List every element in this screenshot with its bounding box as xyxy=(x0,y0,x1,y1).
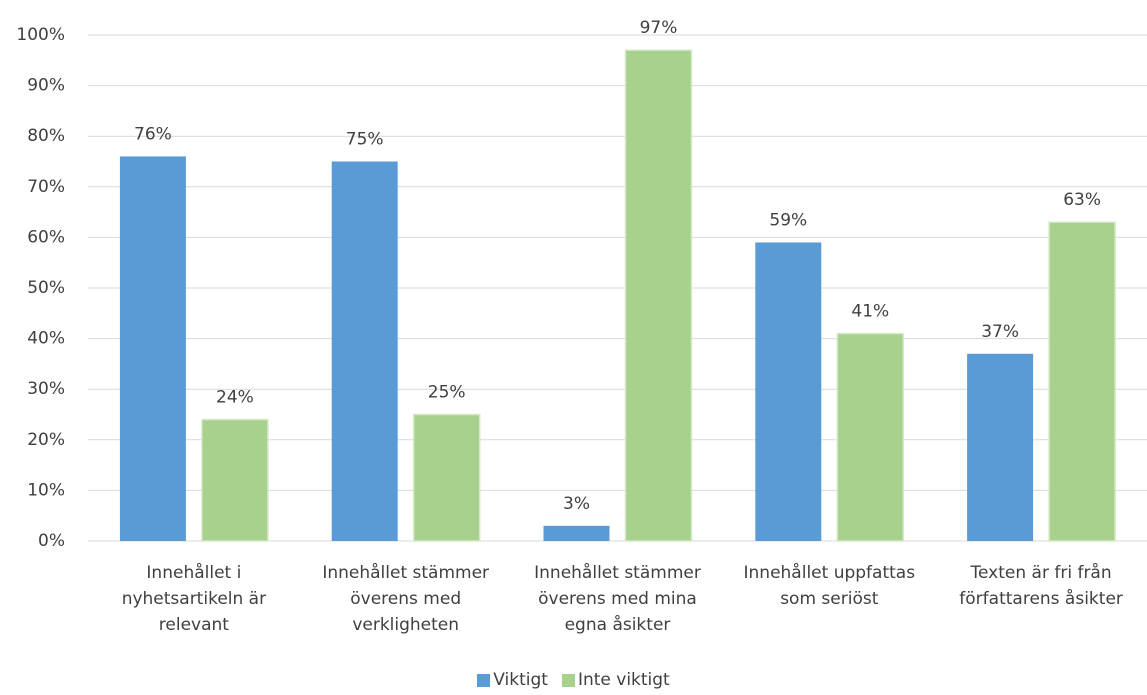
y-tick-label: 10% xyxy=(27,480,65,500)
legend-swatch xyxy=(561,673,575,687)
x-tick-label: Innehållet i nyhetsartikeln är relevant xyxy=(121,563,267,635)
data-label: 76% xyxy=(134,124,172,144)
data-label: 63% xyxy=(1063,190,1101,210)
bar xyxy=(412,413,481,542)
bar xyxy=(836,332,905,542)
data-label: 97% xyxy=(640,18,678,38)
bar xyxy=(967,353,1034,541)
y-tick-label: 70% xyxy=(27,177,65,197)
legend-item: Viktigt xyxy=(477,670,548,690)
data-label: 75% xyxy=(346,130,384,150)
legend-label: Inte viktigt xyxy=(577,670,670,690)
data-label: 24% xyxy=(216,388,254,408)
bar xyxy=(1048,221,1116,542)
y-tick-label: 40% xyxy=(27,329,65,349)
data-label: 59% xyxy=(769,210,807,230)
x-tick-label: Innehållet stämmer överens med mina egna… xyxy=(534,563,701,635)
y-tick-label: 80% xyxy=(27,126,65,146)
y-tick-label: 60% xyxy=(27,227,65,247)
bar xyxy=(755,242,822,541)
data-label: 3% xyxy=(563,494,590,514)
legend-swatch xyxy=(477,673,491,687)
bar xyxy=(331,161,398,541)
x-tick-label: Innehållet stämmer överens med verklighe… xyxy=(322,563,490,635)
y-tick-label: 50% xyxy=(27,278,65,298)
legend-item: Inte viktigt xyxy=(561,670,670,690)
legend: Viktigt Inte viktigt xyxy=(0,670,1147,690)
bar xyxy=(201,418,269,542)
data-label: 41% xyxy=(851,302,889,322)
data-label: 37% xyxy=(981,322,1019,342)
y-tick-label: 0% xyxy=(38,531,65,551)
x-tick-label: Innehållet uppfattas som seriöst xyxy=(743,563,916,609)
y-tick-label: 100% xyxy=(16,25,65,45)
bar xyxy=(119,156,186,541)
y-tick-label: 30% xyxy=(27,379,65,399)
y-tick-label: 90% xyxy=(27,76,65,96)
x-tick-label: Texten är fri från författarens åsikter xyxy=(959,563,1123,609)
data-label: 25% xyxy=(428,383,466,403)
legend-label: Viktigt xyxy=(493,670,548,690)
bar xyxy=(543,525,610,541)
y-tick-label: 20% xyxy=(27,430,65,450)
bar xyxy=(624,49,693,542)
